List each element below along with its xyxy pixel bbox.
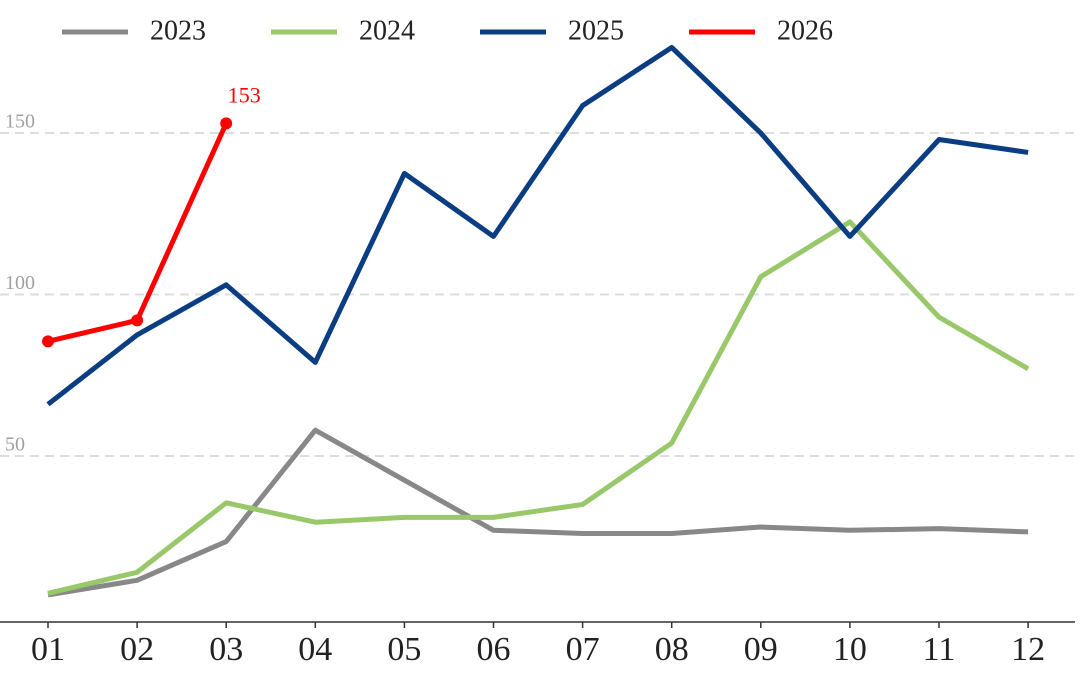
point [131,314,144,327]
x-tick-label: 07 [566,631,600,668]
point [220,117,233,130]
x-tick-label: 04 [298,631,332,668]
series-line [46,44,1029,407]
legend-label: 2026 [777,15,833,46]
legend-label: 2024 [359,15,415,46]
x-tick-label: 09 [744,631,778,668]
legend-label: 2025 [568,15,624,46]
x-tick-label: 01 [31,631,65,668]
y-tick-label: 50 [5,434,25,456]
series-line [47,427,1029,598]
x-tick-label: 11 [923,631,956,668]
legend-label: 2023 [150,15,206,46]
x-tick-label: 03 [209,631,243,668]
x-tick-label: 08 [655,631,689,668]
series-line [47,122,229,344]
series-line [47,219,1030,596]
y-tick-label: 150 [5,111,35,133]
x-tick-label: 02 [120,631,154,668]
x-tick-label: 06 [477,631,511,668]
point [42,335,54,348]
x-tick-label: 10 [833,631,867,668]
y-tick-label: 100 [5,272,35,294]
value-label: 153 [228,82,261,107]
x-tick-label: 05 [387,631,421,668]
x-tick-label: 12 [1011,631,1045,668]
